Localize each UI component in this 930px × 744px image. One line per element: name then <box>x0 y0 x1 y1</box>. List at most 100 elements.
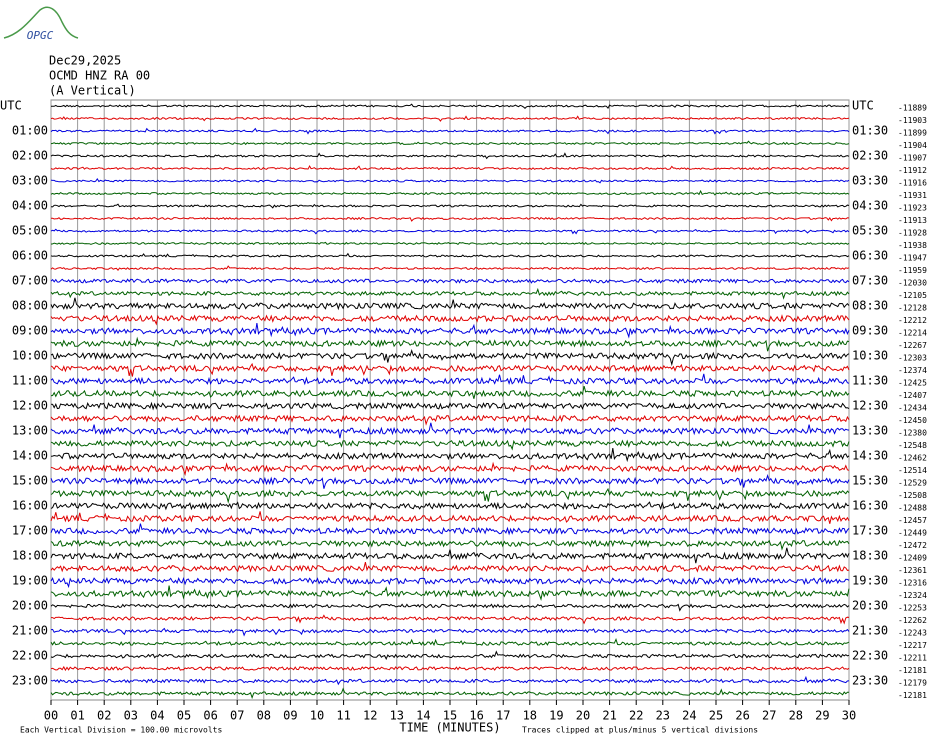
x-tick-label: 07 <box>230 709 244 723</box>
x-tick-label: 10 <box>310 709 324 723</box>
left-time-label: 07:00 <box>12 274 48 288</box>
row-offset: -12262 <box>898 616 927 625</box>
right-time-label: 14:30 <box>852 449 888 463</box>
trace <box>50 547 850 564</box>
left-time-label: 10:00 <box>12 349 48 363</box>
right-time-label: 12:30 <box>852 399 888 413</box>
left-time-label: UTC <box>0 99 22 113</box>
row-offset: -12425 <box>898 379 927 388</box>
right-time-label: 16:30 <box>852 499 888 513</box>
trace <box>50 265 850 272</box>
trace <box>50 401 850 411</box>
x-tick-label: 02 <box>97 709 111 723</box>
x-tick-label: 29 <box>815 709 829 723</box>
trace <box>50 140 850 146</box>
x-tick-label: 12 <box>363 709 377 723</box>
trace <box>50 439 850 451</box>
row-offset: -12303 <box>898 354 927 363</box>
row-offset: -12450 <box>898 416 927 425</box>
trace <box>50 487 850 504</box>
right-time-label: 02:30 <box>852 149 888 163</box>
row-offset: -11912 <box>898 166 927 175</box>
right-time-label: 10:30 <box>852 349 888 363</box>
trace <box>50 287 850 300</box>
left-time-label: 23:00 <box>12 674 48 688</box>
row-offset: -11923 <box>898 204 927 213</box>
right-time-label: 23:30 <box>852 674 888 688</box>
trace <box>50 511 850 524</box>
row-offset: -12462 <box>898 454 927 463</box>
trace <box>50 687 849 700</box>
right-time-label: 05:30 <box>852 224 888 238</box>
row-offset: -12324 <box>898 591 927 600</box>
row-offset: -12409 <box>898 554 927 563</box>
x-tick-label: 22 <box>629 709 643 723</box>
trace <box>50 103 850 109</box>
trace <box>50 152 850 160</box>
row-offset: -11899 <box>898 129 927 138</box>
row-offset: -12316 <box>898 579 927 588</box>
right-time-label: 17:30 <box>852 524 888 538</box>
x-tick-label: 19 <box>549 709 563 723</box>
left-time-label: 06:00 <box>12 249 48 263</box>
trace <box>50 539 850 551</box>
x-tick-label: 16 <box>469 709 483 723</box>
row-offset: -12361 <box>898 566 927 575</box>
row-offset: -12181 <box>898 666 927 675</box>
left-time-label: 16:00 <box>12 499 48 513</box>
trace <box>50 665 850 672</box>
row-offset: -11947 <box>898 254 927 263</box>
row-offset: -12105 <box>898 291 927 300</box>
right-time-label: 21:30 <box>852 624 888 638</box>
row-offset: -11916 <box>898 179 927 188</box>
left-time-label: 17:00 <box>12 524 48 538</box>
right-time-label: 18:30 <box>852 549 888 563</box>
right-time-label: 03:30 <box>852 174 888 188</box>
row-offset: -12449 <box>898 529 927 538</box>
trace <box>50 501 850 511</box>
logo-curve <box>3 6 79 39</box>
right-time-label: 07:30 <box>852 274 888 288</box>
trace <box>50 448 850 463</box>
row-offset: -12407 <box>898 391 927 400</box>
trace <box>50 336 850 352</box>
trace <box>50 297 850 311</box>
x-tick-label: 14 <box>416 709 430 723</box>
trace <box>50 203 850 209</box>
station: OCMD HNZ RA 00 <box>49 69 150 83</box>
left-time-label: 18:00 <box>12 549 48 563</box>
x-tick-label: 08 <box>257 709 271 723</box>
row-offset: -12548 <box>898 441 927 450</box>
left-time-label: 12:00 <box>12 399 48 413</box>
x-tick-label: 09 <box>283 709 297 723</box>
row-offset: -12212 <box>898 316 927 325</box>
trace <box>50 585 850 602</box>
x-tick-label: 01 <box>70 709 84 723</box>
row-offset: -11931 <box>898 191 927 200</box>
x-tick-label: 20 <box>576 709 590 723</box>
trace <box>50 675 850 686</box>
row-offset: -11907 <box>898 154 927 163</box>
trace <box>50 362 850 377</box>
x-tick-label: 21 <box>602 709 616 723</box>
trace <box>50 561 850 573</box>
row-offset: -12472 <box>898 541 927 550</box>
row-offset: -11913 <box>898 216 927 225</box>
trace <box>50 414 850 426</box>
left-time-label: 01:00 <box>12 124 48 138</box>
trace <box>50 314 850 326</box>
row-offset: -11889 <box>898 104 927 113</box>
logo: OPGC <box>27 29 54 42</box>
right-time-label: 20:30 <box>852 599 888 613</box>
row-offset: -12488 <box>898 504 927 513</box>
trace <box>50 523 850 536</box>
left-time-label: 21:00 <box>12 624 48 638</box>
x-tick-label: 27 <box>762 709 776 723</box>
row-offset: -12214 <box>898 329 927 338</box>
trace <box>50 164 850 171</box>
row-offset: -12243 <box>898 629 927 638</box>
row-offset: -12211 <box>898 654 927 663</box>
right-time-label: 09:30 <box>852 324 888 338</box>
row-offset: -11928 <box>898 229 927 238</box>
x-tick-label: 17 <box>496 709 510 723</box>
